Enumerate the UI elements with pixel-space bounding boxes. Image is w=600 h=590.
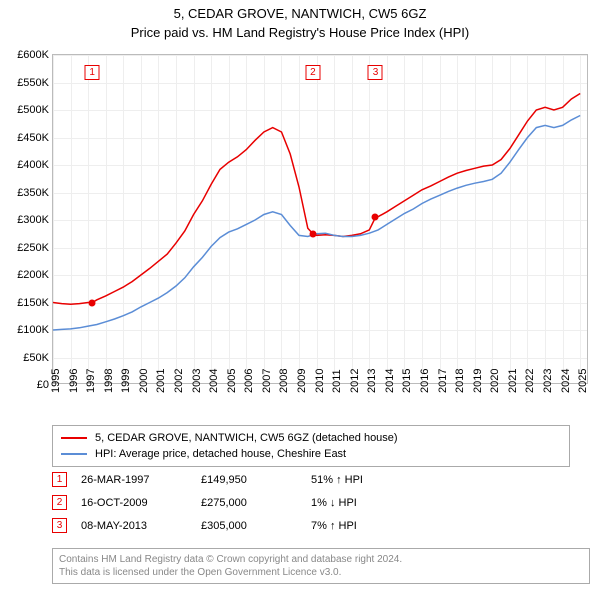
x-tick-label: 2019 — [472, 369, 484, 393]
x-tick-label: 2002 — [173, 369, 185, 393]
x-tick-label: 2017 — [437, 369, 449, 393]
sale-diff: 51% ↑ HPI — [311, 468, 377, 491]
x-tick-label: 2014 — [384, 369, 396, 393]
x-tick-label: 1998 — [103, 369, 115, 393]
legend-swatch-1 — [61, 437, 87, 439]
x-tick-label: 1996 — [68, 369, 80, 393]
x-tick-label: 2016 — [419, 369, 431, 393]
sale-marker-box: 3 — [368, 65, 383, 80]
x-tick-label: 2010 — [314, 369, 326, 393]
x-tick-label: 2022 — [524, 369, 536, 393]
x-tick-label: 2011 — [331, 369, 343, 393]
x-tick-label: 2020 — [489, 369, 501, 393]
x-tick-label: 2006 — [243, 369, 255, 393]
x-tick-label: 2018 — [454, 369, 466, 393]
x-tick-label: 2013 — [366, 369, 378, 393]
y-tick-label: £200K — [3, 269, 49, 281]
x-tick-label: 2004 — [208, 369, 220, 393]
sale-marker-box: 1 — [85, 65, 100, 80]
chart-subtitle: Price paid vs. HM Land Registry's House … — [0, 21, 600, 40]
x-tick-label: 2012 — [349, 369, 361, 393]
footnote-line2: This data is licensed under the Open Gov… — [59, 566, 583, 579]
legend-swatch-2 — [61, 453, 87, 455]
sale-price: £275,000 — [201, 491, 311, 514]
sale-marker-dot — [372, 214, 379, 221]
y-tick-label: £150K — [3, 297, 49, 309]
table-row: 1 26-MAR-1997£149,95051% ↑ HPI — [52, 468, 377, 491]
sale-diff: 7% ↑ HPI — [311, 514, 377, 537]
x-tick-label: 2005 — [226, 369, 238, 393]
chart-area: 123 £0£50K£100K£150K£200K£250K£300K£350K… — [52, 54, 588, 384]
x-tick-label: 2024 — [560, 369, 572, 393]
sale-price: £149,950 — [201, 468, 311, 491]
sales-table: 1 26-MAR-1997£149,95051% ↑ HPI 2 16-OCT-200… — [52, 468, 588, 537]
legend-label-1: 5, CEDAR GROVE, NANTWICH, CW5 6GZ (detac… — [95, 430, 398, 446]
sale-index: 2 — [52, 495, 67, 510]
y-tick-label: £250K — [3, 242, 49, 254]
chart-lines — [53, 55, 589, 385]
y-tick-label: £450K — [3, 132, 49, 144]
y-tick-label: £0 — [3, 379, 49, 391]
legend: 5, CEDAR GROVE, NANTWICH, CW5 6GZ (detac… — [52, 425, 570, 467]
y-tick-label: £100K — [3, 324, 49, 336]
sale-price: £305,000 — [201, 514, 311, 537]
x-tick-label: 2007 — [261, 369, 273, 393]
sale-marker-dot — [309, 230, 316, 237]
y-tick-label: £550K — [3, 77, 49, 89]
x-tick-label: 2025 — [577, 369, 589, 393]
sale-date: 26-MAR-1997 — [81, 468, 201, 491]
footnote: Contains HM Land Registry data © Crown c… — [52, 548, 590, 584]
y-tick-label: £500K — [3, 104, 49, 116]
sale-date: 16-OCT-2009 — [81, 491, 201, 514]
x-tick-label: 2001 — [155, 369, 167, 393]
x-tick-label: 1999 — [120, 369, 132, 393]
sale-index: 3 — [52, 518, 67, 533]
table-row: 3 08-MAY-2013£305,0007% ↑ HPI — [52, 514, 377, 537]
sale-marker-dot — [89, 299, 96, 306]
x-tick-label: 2023 — [542, 369, 554, 393]
y-tick-label: £400K — [3, 159, 49, 171]
chart-title: 5, CEDAR GROVE, NANTWICH, CW5 6GZ — [0, 0, 600, 21]
x-tick-label: 2015 — [401, 369, 413, 393]
sale-index: 1 — [52, 472, 67, 487]
table-row: 2 16-OCT-2009£275,0001% ↓ HPI — [52, 491, 377, 514]
x-tick-label: 1997 — [85, 369, 97, 393]
y-tick-label: £50K — [3, 352, 49, 364]
x-tick-label: 2009 — [296, 369, 308, 393]
x-tick-label: 1995 — [50, 369, 62, 393]
y-tick-label: £300K — [3, 214, 49, 226]
sale-marker-box: 2 — [305, 65, 320, 80]
x-tick-label: 2008 — [278, 369, 290, 393]
x-tick-label: 2021 — [507, 369, 519, 393]
y-tick-label: £600K — [3, 49, 49, 61]
sale-diff: 1% ↓ HPI — [311, 491, 377, 514]
legend-label-2: HPI: Average price, detached house, Ches… — [95, 446, 346, 462]
footnote-line1: Contains HM Land Registry data © Crown c… — [59, 553, 583, 566]
sale-date: 08-MAY-2013 — [81, 514, 201, 537]
y-tick-label: £350K — [3, 187, 49, 199]
x-tick-label: 2000 — [138, 369, 150, 393]
x-tick-label: 2003 — [191, 369, 203, 393]
